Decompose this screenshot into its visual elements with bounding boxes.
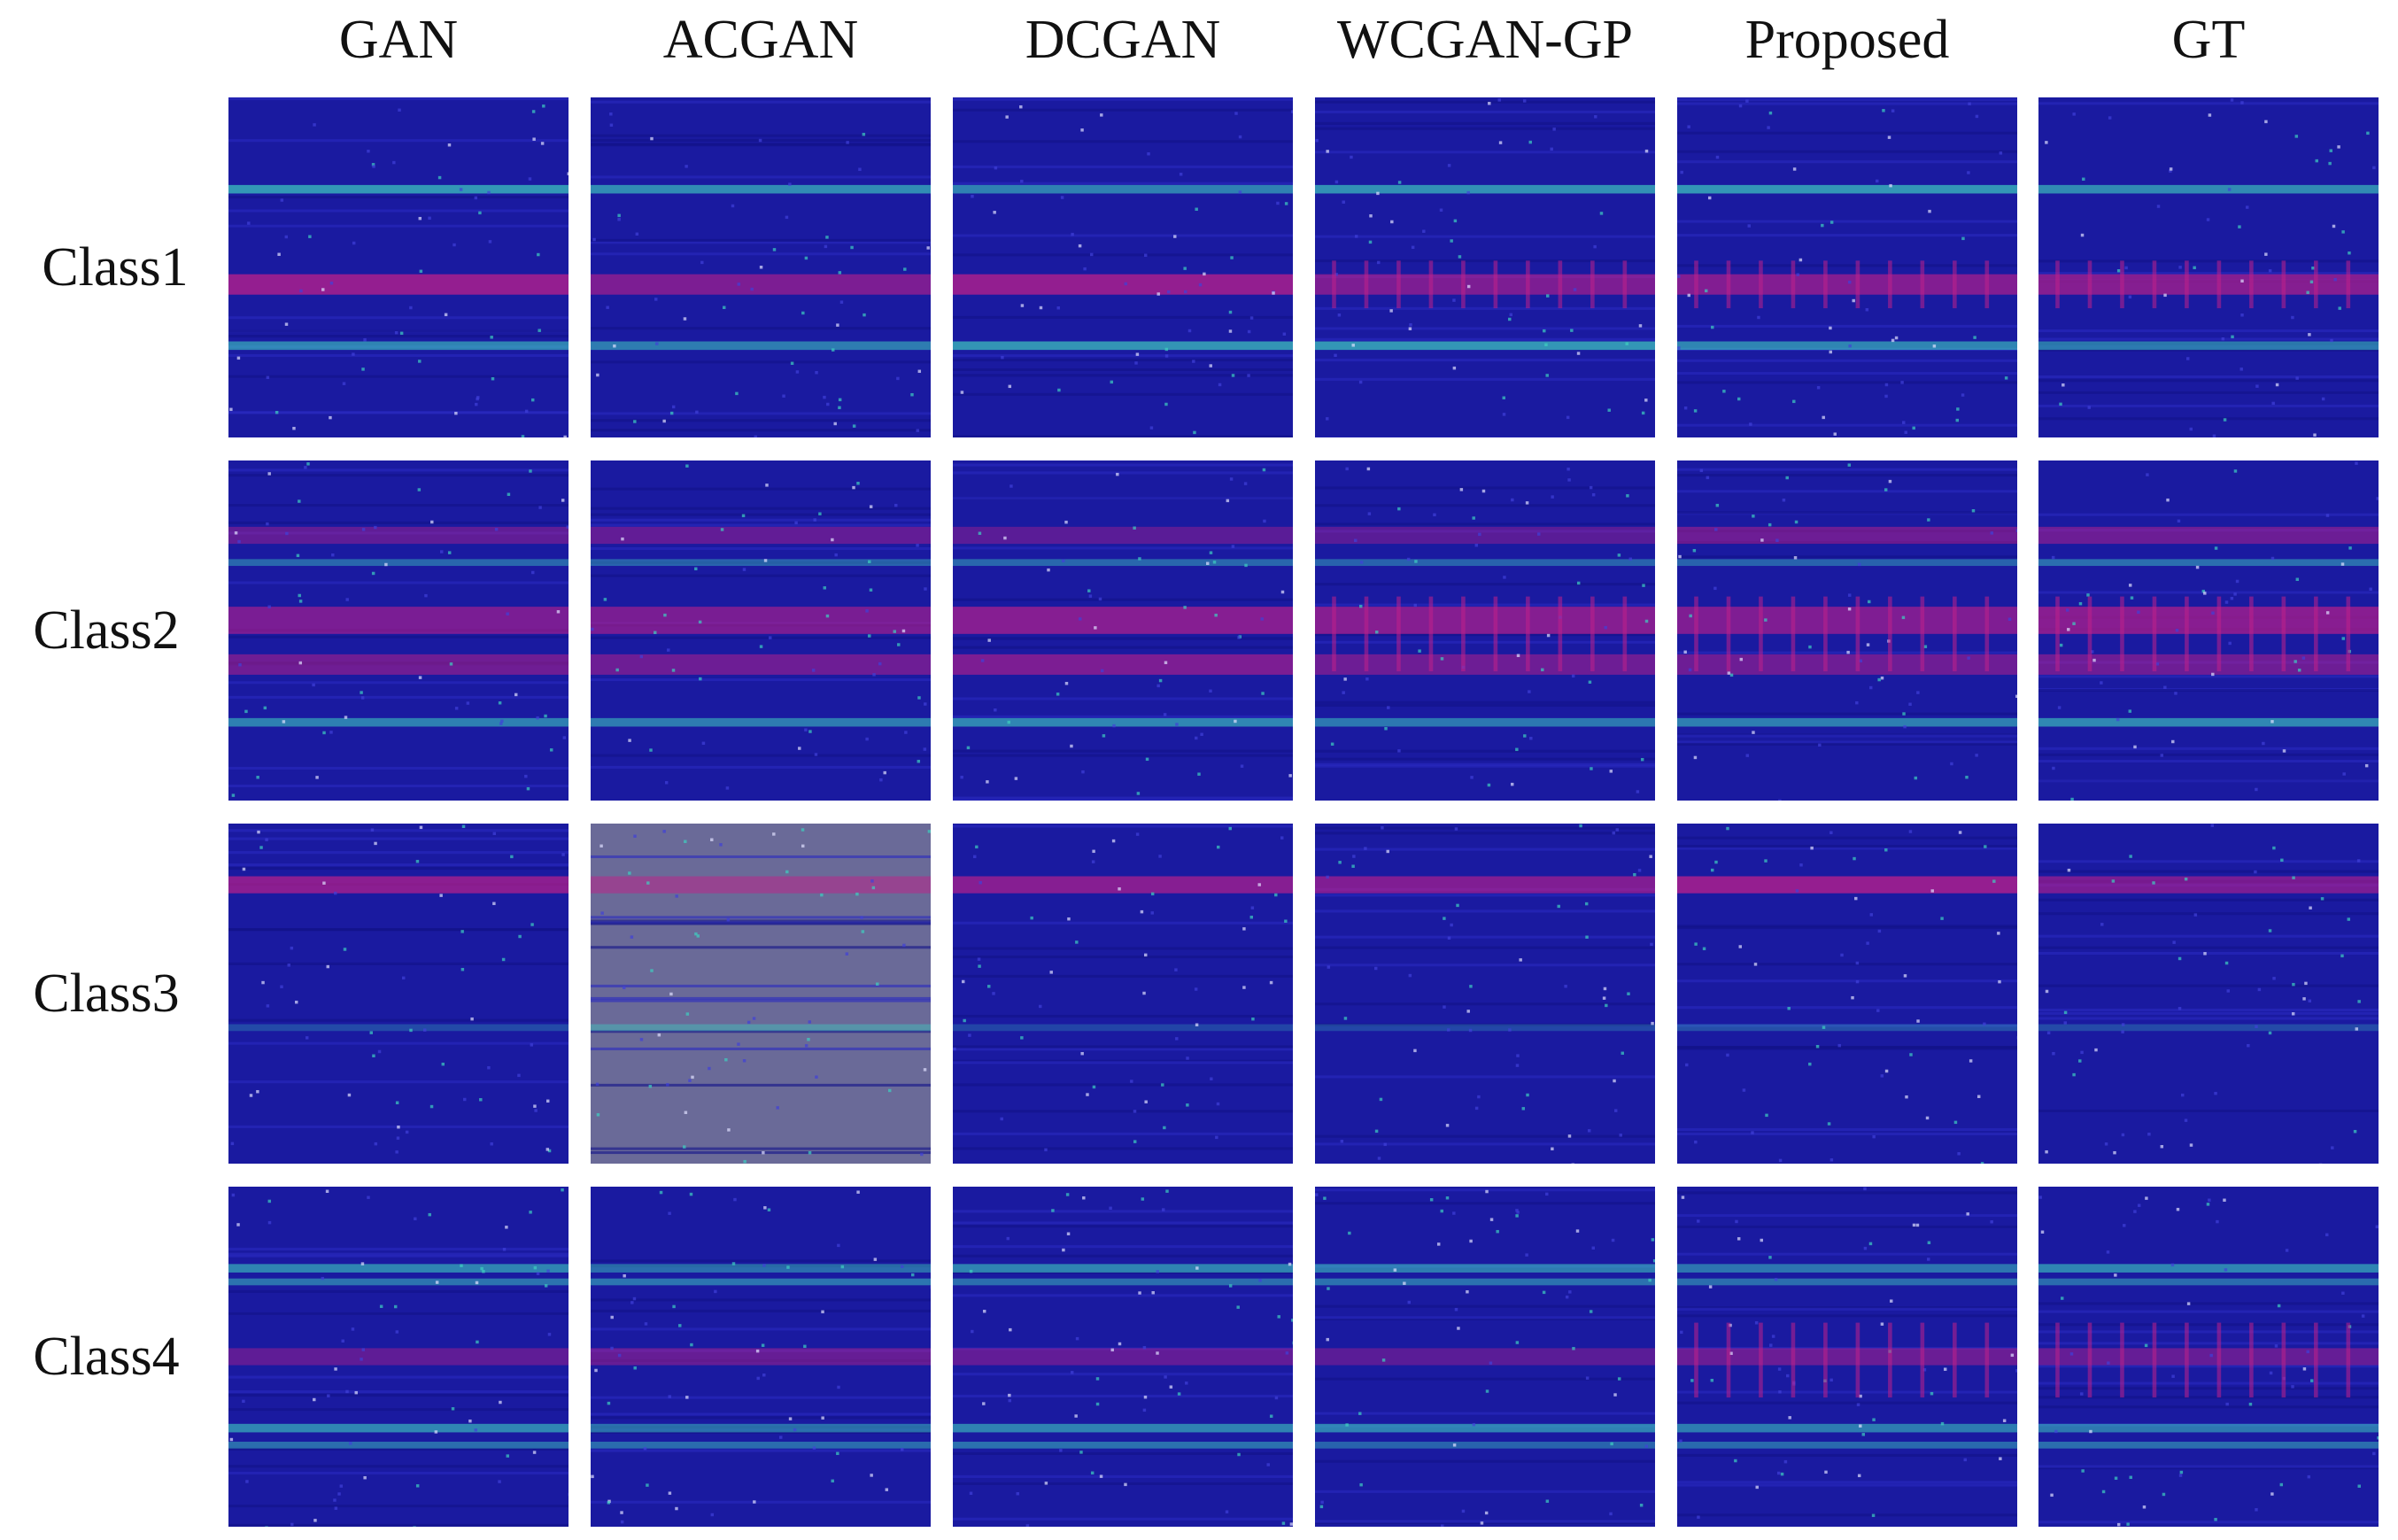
spectrogram-r1-c1 — [228, 97, 569, 437]
spectrogram-r2-c3 — [953, 460, 1293, 801]
spectrogram-r2-c4 — [1315, 460, 1655, 801]
spectrogram-r4-c3 — [953, 1187, 1293, 1527]
column-header-dcgan: DCGAN — [1025, 9, 1221, 70]
spectrogram-r3-c4 — [1315, 824, 1655, 1164]
spectrogram-r3-c6 — [2038, 824, 2379, 1164]
row-label-class1: Class1 — [42, 236, 189, 298]
column-header-acgan: ACGAN — [662, 9, 859, 70]
spectrogram-r2-c2 — [591, 460, 931, 801]
spectrogram-r3-c1 — [228, 824, 569, 1164]
spectrogram-r1-c4 — [1315, 97, 1655, 437]
spectrogram-r1-c5 — [1677, 97, 2017, 437]
spectrogram-r1-c6 — [2038, 97, 2379, 437]
spectrogram-r4-c2 — [591, 1187, 931, 1527]
spectrogram-r2-c5 — [1677, 460, 2017, 801]
row-label-class4: Class4 — [33, 1326, 180, 1387]
spectrogram-r3-c5 — [1677, 824, 2017, 1164]
spectrogram-r4-c4 — [1315, 1187, 1655, 1527]
column-header-proposed: Proposed — [1744, 9, 1950, 70]
spectrogram-r3-c2 — [591, 824, 931, 1164]
spectrogram-r3-c3 — [953, 824, 1293, 1164]
spectrogram-r4-c6 — [2038, 1187, 2379, 1527]
spectrogram-r2-c6 — [2038, 460, 2379, 801]
spectrogram-r4-c5 — [1677, 1187, 2017, 1527]
column-header-gan: GAN — [338, 9, 459, 70]
spectrogram-r2-c1 — [228, 460, 569, 801]
row-label-class3: Class3 — [33, 963, 180, 1024]
spectrogram-r1-c2 — [591, 97, 931, 437]
column-header-wcgan-gp: WCGAN-GP — [1336, 9, 1634, 70]
spectrogram-r1-c3 — [953, 97, 1293, 437]
spectrogram-r4-c1 — [228, 1187, 569, 1527]
column-header-gt: GT — [2171, 9, 2246, 70]
row-label-class2: Class2 — [33, 600, 180, 661]
